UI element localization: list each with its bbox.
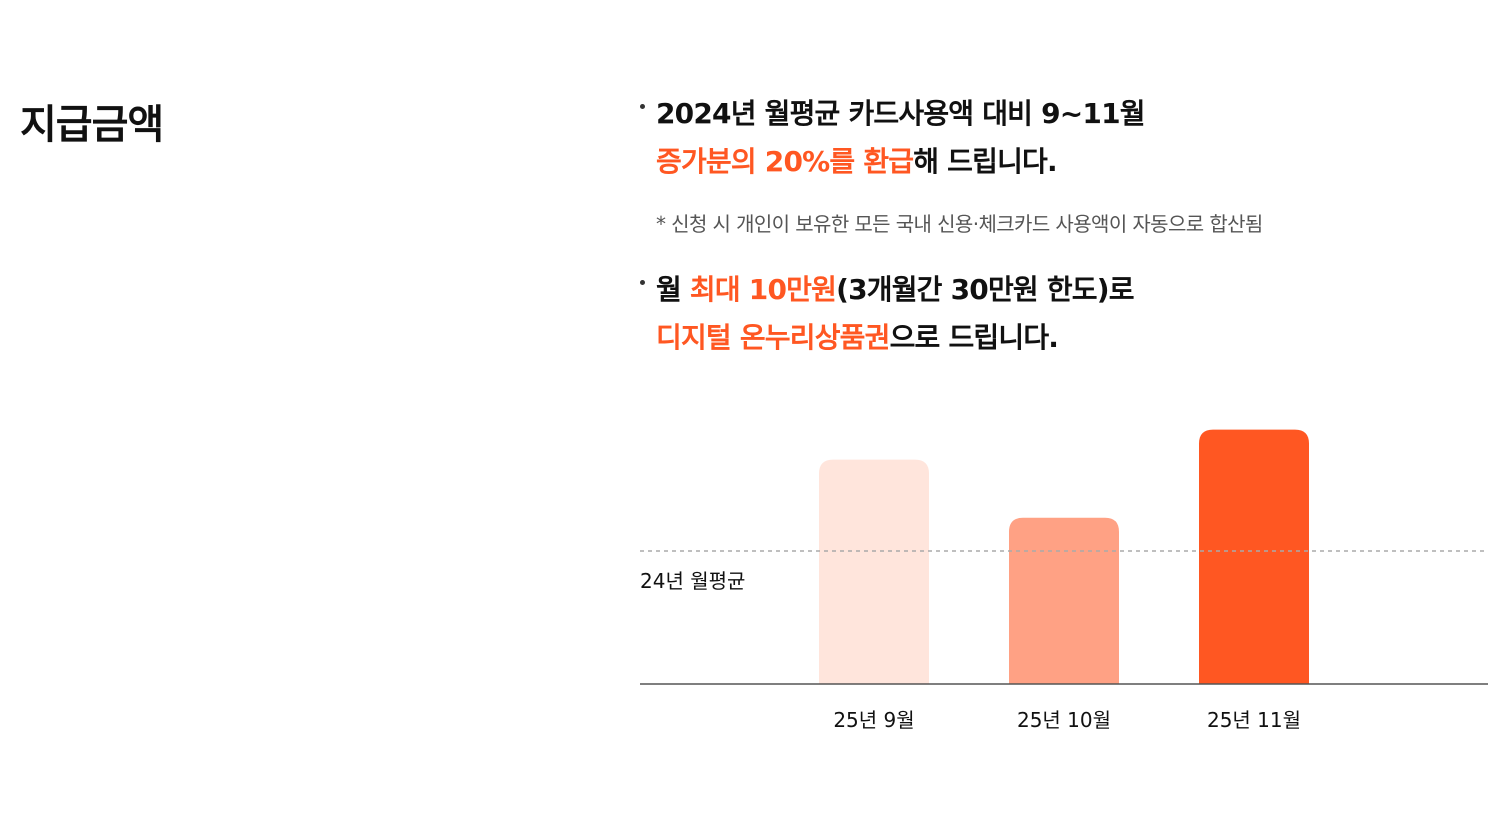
voucher-accent-text: 디지털 온누리상품권 xyxy=(656,321,890,354)
bullet-voucher: 월 최대 10만원(3개월간 30만원 한도)로 디지털 온누리상품권으로 드립… xyxy=(640,266,1135,362)
bars-layer xyxy=(819,429,1309,684)
average-reference-label: 24년 월평균 xyxy=(640,569,745,593)
bullet-refund-line1: 2024년 월평균 카드사용액 대비 9~11월 xyxy=(656,97,1146,130)
max-amount-accent-text: 최대 10만원 xyxy=(689,273,837,306)
bullet-refund: 2024년 월평균 카드사용액 대비 9~11월 증가분의 20%를 환급해 드… xyxy=(640,90,1146,186)
refund-accent-text: 증가분의 20%를 환급 xyxy=(656,145,914,178)
footnote: * 신청 시 개인이 보유한 모든 국내 신용·체크카드 사용액이 자동으로 합… xyxy=(656,212,1263,236)
bar-3 xyxy=(1199,429,1309,684)
bullet-refund-line2: 증가분의 20%를 환급해 드립니다. xyxy=(656,145,1058,178)
x-tick-label: 25년 9월 xyxy=(833,708,914,732)
x-tick-label: 25년 11월 xyxy=(1207,708,1301,732)
bullet-dot-icon xyxy=(640,280,645,285)
bar-1 xyxy=(819,459,929,684)
bullet-dot-icon xyxy=(640,104,645,109)
section-title: 지급금액 xyxy=(20,102,164,148)
usage-bar-chart: 25년 9월 25년 10월 25년 11월 24년 월평균 xyxy=(640,429,1488,732)
x-tick-labels: 25년 9월 25년 10월 25년 11월 xyxy=(833,708,1301,732)
bullet-voucher-line1: 월 최대 10만원(3개월간 30만원 한도)로 xyxy=(656,273,1135,306)
bar-2 xyxy=(1009,517,1119,684)
bullet-voucher-line2: 디지털 온누리상품권으로 드립니다. xyxy=(656,321,1059,354)
x-tick-label: 25년 10월 xyxy=(1017,708,1111,732)
